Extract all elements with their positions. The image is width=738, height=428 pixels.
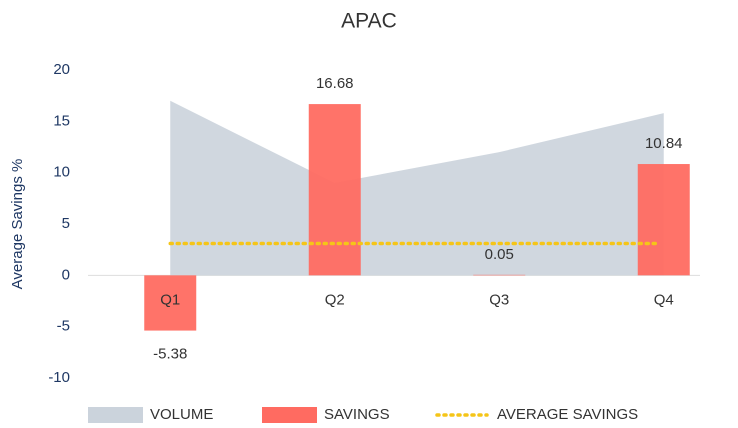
y-axis-label: Average Savings %	[9, 159, 26, 290]
x-tick-label: Q3	[489, 291, 509, 308]
area	[170, 100, 664, 276]
legend-label: VOLUME	[150, 406, 213, 423]
x-tick-label: Q1	[160, 291, 180, 308]
data-label: 16.68	[316, 75, 354, 92]
y-tick-label: 10	[53, 164, 70, 181]
y-tick-label: 5	[62, 215, 70, 232]
y-tick-label: 0	[62, 266, 70, 283]
bar	[144, 275, 197, 331]
chart-title: APAC	[341, 10, 397, 33]
y-tick-label: 20	[53, 61, 70, 78]
legend-label: AVERAGE SAVINGS	[497, 406, 638, 423]
data-label: 10.84	[645, 135, 683, 152]
bar	[308, 104, 361, 276]
data-label: 0.05	[485, 246, 514, 263]
legend-label: SAVINGS	[324, 406, 390, 423]
y-tick-label: -10	[48, 369, 70, 386]
legend-swatch	[88, 407, 143, 423]
y-tick-label: -5	[57, 318, 70, 335]
data-label: -5.38	[153, 346, 187, 363]
bar	[637, 164, 690, 276]
bar	[473, 274, 526, 276]
y-tick-label: 15	[53, 112, 70, 129]
x-tick-label: Q4	[654, 291, 674, 308]
x-tick-label: Q2	[325, 291, 345, 308]
legend-swatch	[262, 407, 317, 423]
